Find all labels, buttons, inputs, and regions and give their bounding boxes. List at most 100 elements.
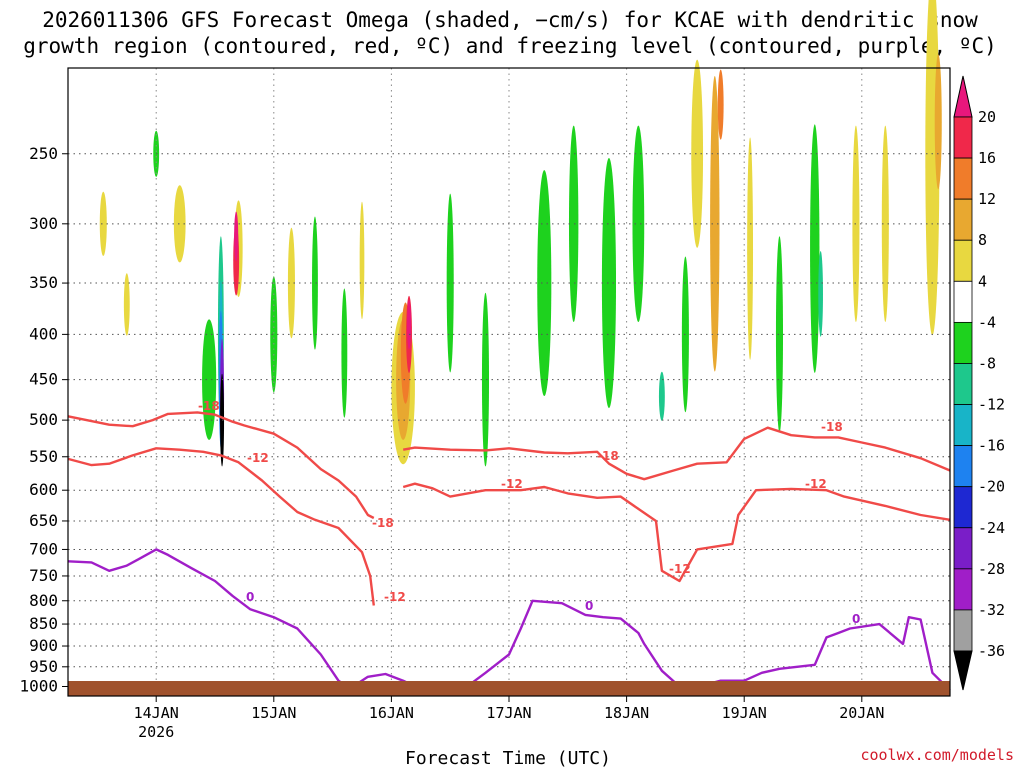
omega-shade-cell: [341, 288, 348, 418]
freezing-level-contour: [690, 616, 951, 692]
ground-surface: [68, 681, 950, 696]
contour-label-zero: 0: [246, 590, 254, 604]
colorbar: 20 16 12 8 4 -4 -8 -12 -16 -20 -24 -28 -32 -36: [953, 75, 1005, 691]
colorbar-arrow-bottom: [953, 650, 973, 691]
omega-shade-cell: [934, 54, 942, 190]
chart-title-line-1: 2026011306 GFS Forecast Omega (shaded, −…: [42, 8, 978, 32]
colorbar-swatch: [953, 198, 973, 241]
colorbar-swatch: [953, 280, 973, 323]
contour-label-zero: 0: [852, 612, 860, 626]
contour-labels: -18 -12 -18 -12 -12 -18 -12 -18 -12 0 0 …: [198, 399, 860, 626]
x-tick-label: 19JAN: [722, 704, 767, 722]
omega-shade-cell: [287, 227, 295, 339]
contour-label-minus12: -12: [669, 562, 691, 576]
x-tick-label: 15JAN: [251, 704, 296, 722]
y-tick-label: 350: [29, 273, 58, 292]
omega-shade-cell: [658, 371, 665, 421]
omega-shade-cell: [173, 185, 186, 263]
omega-shading: [99, 0, 942, 467]
y-tick-label: 500: [29, 410, 58, 429]
contour-label-minus12: -12: [805, 477, 827, 491]
dgz-contour-minus12: [402, 482, 951, 583]
y-tick-label: 850: [29, 614, 58, 633]
omega-shade-cell: [747, 137, 754, 360]
freezing-level-contour: [67, 548, 351, 690]
omega-shade-cell: [691, 59, 704, 248]
omega-shade-cell: [717, 69, 724, 140]
y-tick-label: 650: [29, 511, 58, 530]
colorbar-tick-label: -12: [978, 396, 1005, 414]
omega-shade-cell: [202, 319, 217, 440]
colorbar-swatch: [953, 157, 973, 200]
colorbar-tick-label: -16: [978, 437, 1005, 455]
colorbar-swatch: [953, 363, 973, 405]
y-tick-label: 900: [29, 636, 58, 655]
omega-shade-cell: [312, 216, 318, 350]
colorbar-swatch: [953, 609, 973, 652]
colorbar-tick-label: 16: [978, 149, 996, 167]
y-tick-label: 550: [29, 447, 58, 466]
colorbar-swatch: [953, 404, 973, 447]
colorbar-tick-label: -28: [978, 560, 1005, 578]
contour-label-minus18: -18: [372, 516, 394, 530]
y-tick-label: 300: [29, 214, 58, 233]
omega-shade-cell: [481, 292, 490, 467]
colorbar-tick-label: -36: [978, 642, 1005, 660]
x-tick-label: 20JAN: [839, 704, 884, 722]
credit-text: coolwx.com/models: [860, 746, 1014, 764]
y-tick-label: 450: [29, 370, 58, 389]
chart-title-line-2: growth region (contoured, red, ºC) and f…: [23, 34, 997, 58]
y-tick-label: 1000: [19, 677, 58, 696]
omega-shade-cell: [270, 276, 278, 393]
colorbar-tick-label: -4: [978, 313, 996, 331]
plot-area: [67, 0, 951, 697]
freezing-level-contour: [461, 599, 681, 692]
dgz-contour-minus12: [67, 447, 375, 606]
omega-shade-cell: [99, 191, 107, 256]
colorbar-swatch: [953, 486, 973, 529]
contour-label-minus18: -18: [198, 399, 220, 413]
y-axis-ticks: 250 300 350 400 450 500 550 600 650 700 750 800 850 9…: [19, 144, 68, 696]
x-tick-label: 17JAN: [486, 704, 531, 722]
y-tick-label: 700: [29, 539, 58, 558]
contour-label-minus18: -18: [597, 449, 619, 463]
omega-shade-cell: [123, 273, 130, 336]
omega-shade-cell: [537, 170, 552, 397]
x-tick-label: 16JAN: [369, 704, 414, 722]
omega-shade-cell: [632, 125, 645, 322]
omega-shade-cell: [359, 201, 365, 320]
contour-label-minus12: -12: [247, 451, 269, 465]
colorbar-swatch: [953, 116, 973, 159]
colorbar-swatch: [953, 568, 973, 611]
y-tick-label: 750: [29, 566, 58, 585]
contour-label-minus18: -18: [821, 420, 843, 434]
colorbar-tick-label: -32: [978, 601, 1005, 619]
omega-shade-cell: [601, 158, 617, 409]
omega-shade-cell: [775, 236, 784, 433]
omega-shade-cell: [446, 193, 454, 373]
y-tick-label: 800: [29, 591, 58, 610]
x-tick-year-label: 2026: [138, 723, 174, 741]
colorbar-tick-label: 4: [978, 272, 987, 290]
dgz-contour-minus18: [67, 411, 375, 520]
omega-shade-cell: [234, 211, 239, 262]
colorbar-tick-label: 20: [978, 108, 996, 126]
y-tick-label: 950: [29, 657, 58, 676]
contours: [67, 411, 951, 692]
omega-shade-cell: [407, 299, 412, 350]
colorbar-arrow-top: [953, 75, 973, 118]
y-tick-label: 250: [29, 144, 58, 163]
omega-shade-cell: [818, 251, 823, 337]
colorbar-swatch: [953, 527, 973, 570]
contour-label-minus12: -12: [501, 477, 523, 491]
omega-shade-cell: [810, 124, 820, 373]
colorbar-tick-label: 8: [978, 231, 987, 249]
y-tick-label: 400: [29, 324, 58, 343]
omega-shade-cell: [710, 76, 720, 372]
contour-label-minus12: -12: [384, 590, 406, 604]
x-tick-label: 18JAN: [604, 704, 649, 722]
x-tick-label: 14JAN: [134, 704, 179, 722]
x-axis-label: Forecast Time (UTC): [405, 748, 611, 768]
colorbar-tick-label: -8: [978, 354, 996, 372]
